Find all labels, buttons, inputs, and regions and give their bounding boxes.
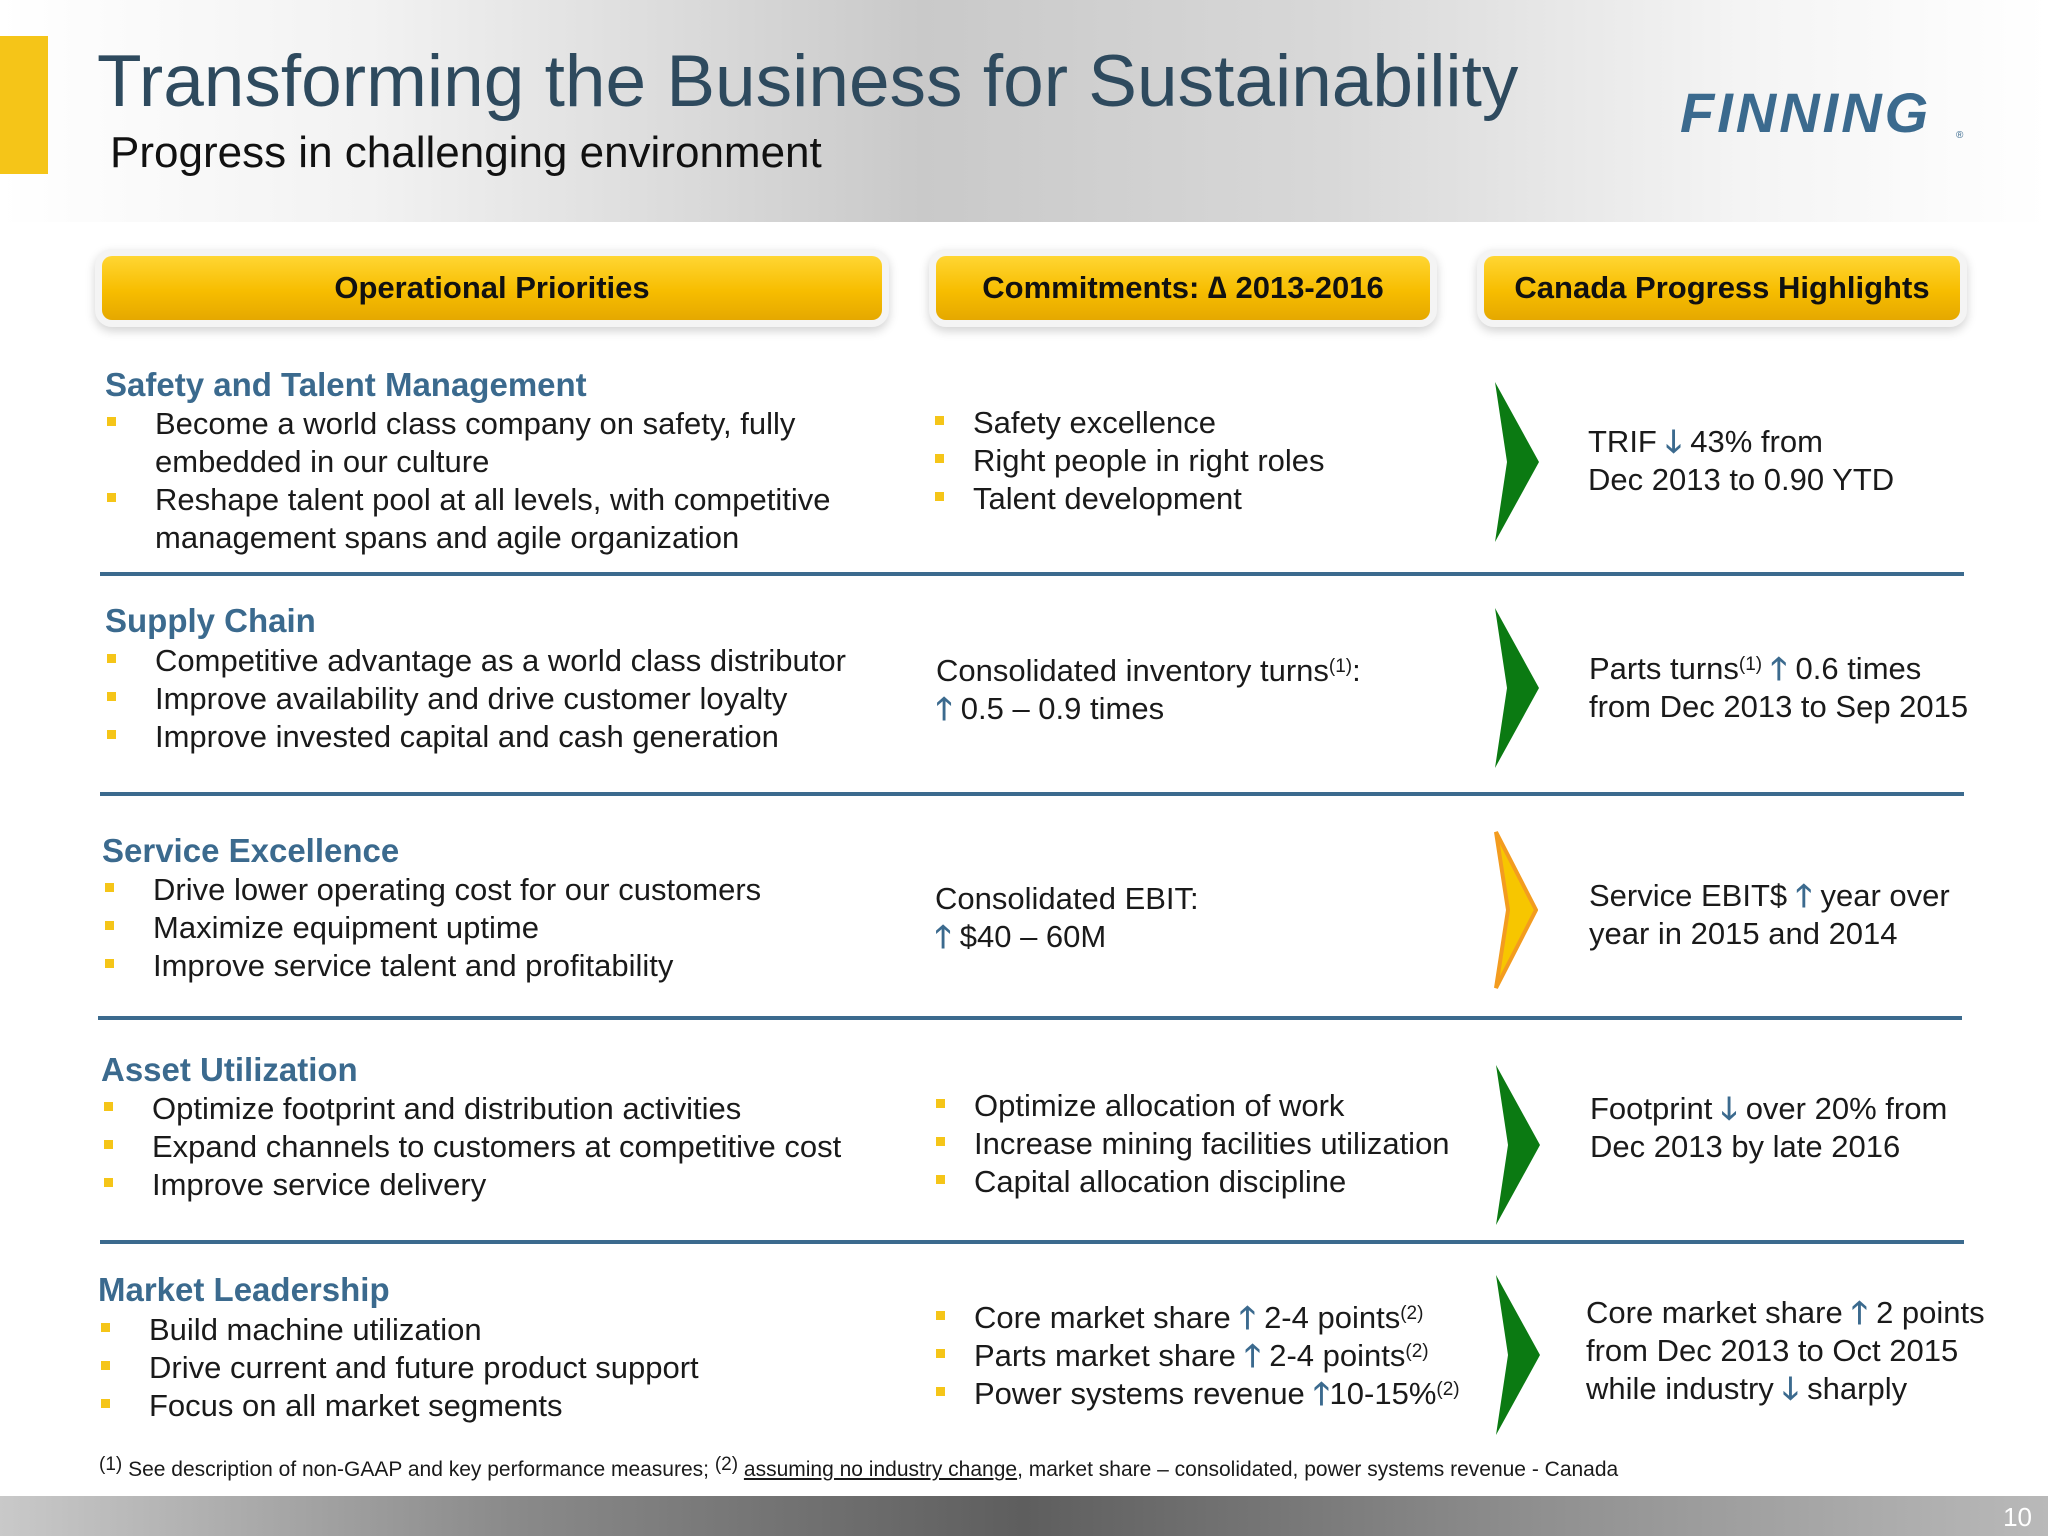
svg-text:FINNING: FINNING bbox=[1680, 88, 1931, 140]
list-item: Focus on all market segments bbox=[101, 1387, 901, 1425]
commitments-list-asset-utilization: Optimize allocation of work Increase min… bbox=[936, 1087, 1456, 1201]
highlight-safety: TRIF 🡓 43% from Dec 2013 to 0.90 YTD bbox=[1588, 424, 1895, 497]
footer-bar bbox=[0, 1496, 2048, 1536]
row-title-safety: Safety and Talent Management bbox=[105, 366, 587, 403]
down-arrow-icon: 🡓 bbox=[1665, 424, 1682, 459]
list-item: Improve service delivery bbox=[104, 1166, 904, 1204]
list-item: Reshape talent pool at all levels, with … bbox=[107, 481, 887, 557]
list-item: Improve service talent and profitability bbox=[105, 947, 905, 985]
page-number: 10 bbox=[2003, 1502, 2032, 1532]
up-arrow-icon: 🡑 bbox=[936, 691, 953, 726]
row-separator bbox=[100, 792, 1964, 796]
chevron-arrow-icon bbox=[1495, 608, 1539, 768]
highlight-supply-chain: Parts turns(1) 🡑 0.6 times from Dec 2013… bbox=[1589, 651, 1969, 724]
list-item: Capital allocation discipline bbox=[936, 1163, 1456, 1201]
list-item: Drive lower operating cost for our custo… bbox=[105, 871, 905, 909]
list-item: Right people in right roles bbox=[935, 442, 1415, 480]
list-item: Become a world class company on safety, … bbox=[107, 405, 887, 481]
row-separator bbox=[100, 572, 1964, 576]
accent-bar bbox=[0, 36, 48, 174]
list-item: Improve availability and drive customer … bbox=[107, 680, 907, 718]
chevron-arrow-icon bbox=[1495, 382, 1539, 542]
list-item: Power systems revenue 🡑10-15%(2) bbox=[936, 1375, 1496, 1413]
row-title-supply-chain: Supply Chain bbox=[105, 602, 316, 639]
chevron-arrow-icon bbox=[1494, 831, 1538, 989]
slide-title: Transforming the Business for Sustainabi… bbox=[97, 41, 1519, 122]
footnote: (1) See description of non-GAAP and key … bbox=[99, 1454, 1619, 1481]
finning-logo: FINNING ® bbox=[1680, 88, 1964, 140]
up-arrow-icon: 🡑 bbox=[1239, 1300, 1256, 1335]
chevron-arrow-icon bbox=[1496, 1065, 1540, 1225]
slide-subtitle: Progress in challenging environment bbox=[110, 128, 822, 177]
list-item: Parts market share 🡑 2-4 points(2) bbox=[936, 1337, 1496, 1375]
up-arrow-icon: 🡑 bbox=[1851, 1295, 1868, 1330]
up-arrow-icon: 🡑 bbox=[1313, 1376, 1330, 1411]
highlight-service-excellence: Service EBIT$ 🡑 year over year in 2015 a… bbox=[1589, 878, 1950, 951]
list-item: Competitive advantage as a world class d… bbox=[107, 642, 907, 680]
commitment-supply-chain: Consolidated inventory turns(1): 🡑 0.5 –… bbox=[936, 653, 1361, 726]
row-separator bbox=[98, 1016, 1962, 1020]
list-item: Increase mining facilities utilization bbox=[936, 1125, 1456, 1163]
highlight-market-leadership: Core market share 🡑 2 points from Dec 20… bbox=[1586, 1295, 1985, 1406]
row-title-market-leadership: Market Leadership bbox=[98, 1271, 390, 1308]
down-arrow-icon: 🡓 bbox=[1720, 1091, 1738, 1126]
list-item: Drive current and future product support bbox=[101, 1349, 901, 1387]
priorities-list-asset-utilization: Optimize footprint and distribution acti… bbox=[104, 1090, 904, 1204]
svg-text:®: ® bbox=[1956, 130, 1964, 140]
commitments-list-market-leadership: Core market share 🡑 2-4 points(2) Parts … bbox=[936, 1299, 1496, 1413]
row-title-service-excellence: Service Excellence bbox=[102, 832, 400, 869]
list-item: Optimize allocation of work bbox=[936, 1087, 1456, 1125]
up-arrow-icon: 🡑 bbox=[1244, 1338, 1261, 1373]
footnote-underlined-text: assuming no industry change bbox=[743, 1458, 1018, 1481]
commitments-list-safety: Safety excellence Right people in right … bbox=[935, 404, 1415, 518]
highlight-asset-utilization: Footprint 🡓 over 20% from Dec 2013 by la… bbox=[1590, 1091, 1948, 1164]
list-item: Safety excellence bbox=[935, 404, 1415, 442]
list-item: Maximize equipment uptime bbox=[105, 909, 905, 947]
up-arrow-icon: 🡑 bbox=[1795, 878, 1812, 913]
slide-header bbox=[0, 0, 2048, 222]
list-item: Core market share 🡑 2-4 points(2) bbox=[936, 1299, 1496, 1337]
commitment-service-excellence: Consolidated EBIT: 🡑 $40 – 60M bbox=[935, 881, 1199, 954]
priorities-list-supply-chain: Competitive advantage as a world class d… bbox=[107, 642, 907, 756]
priorities-list-safety: Become a world class company on safety, … bbox=[107, 405, 887, 557]
down-arrow-icon: 🡓 bbox=[1782, 1371, 1799, 1406]
col-header-commitments: Commitments: ∆ 2013-2016 bbox=[936, 256, 1430, 320]
priorities-list-service-excellence: Drive lower operating cost for our custo… bbox=[105, 871, 905, 985]
priorities-list-market-leadership: Build machine utilization Drive current … bbox=[101, 1311, 901, 1425]
col-header-highlights: Canada Progress Highlights bbox=[1484, 256, 1960, 320]
list-item: Improve invested capital and cash genera… bbox=[107, 718, 907, 756]
chevron-arrow-icon bbox=[1496, 1275, 1540, 1435]
list-item: Optimize footprint and distribution acti… bbox=[104, 1090, 904, 1128]
list-item: Talent development bbox=[935, 480, 1415, 518]
row-separator bbox=[100, 1240, 1964, 1244]
up-arrow-icon: 🡑 bbox=[1770, 651, 1787, 686]
up-arrow-icon: 🡑 bbox=[935, 919, 952, 954]
list-item: Build machine utilization bbox=[101, 1311, 901, 1349]
list-item: Expand channels to customers at competit… bbox=[104, 1128, 904, 1166]
row-title-asset-utilization: Asset Utilization bbox=[101, 1051, 358, 1088]
col-header-priorities: Operational Priorities bbox=[102, 256, 882, 320]
